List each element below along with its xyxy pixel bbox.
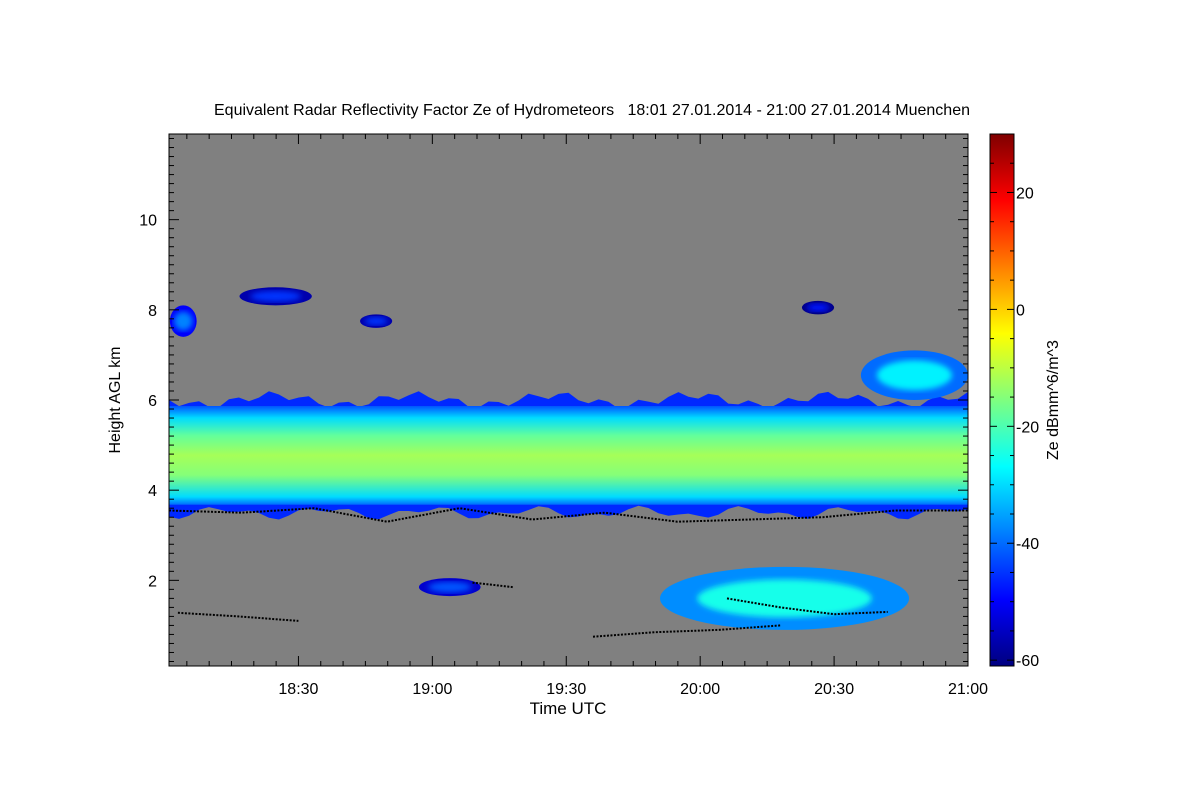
y-axis: 2 4 6 8 10 <box>139 138 968 662</box>
colorbar-label: Ze dBmm^6/m^3 <box>1045 340 1062 460</box>
cloud-base-line <box>726 597 888 616</box>
colorbar-tick-label: 20 <box>1016 185 1034 202</box>
cloud-base-line <box>177 611 299 622</box>
chart-title: Equivalent Radar Reflectivity Factor Ze … <box>214 102 970 119</box>
y-tick-label: 6 <box>148 393 157 410</box>
cloud-base-markers <box>169 507 968 638</box>
echo-patch <box>876 360 952 391</box>
cloud-base-line <box>169 507 968 523</box>
x-tick-label: 18:30 <box>278 681 318 698</box>
colorbar-tick-label: -20 <box>1016 419 1039 436</box>
x-tick-label: 19:00 <box>412 681 452 698</box>
x-axis: 18:30 19:00 19:30 20:00 20:30 21:00 <box>186 134 988 698</box>
colorbar-tick-label: -60 <box>1016 653 1039 670</box>
colorbar-tick-label: 0 <box>1016 302 1025 319</box>
echo-patch <box>806 303 830 312</box>
x-tick-label: 21:00 <box>948 681 988 698</box>
echo-patch <box>697 579 872 618</box>
colorbar: -60 -40 -20 0 20 Ze dBmm^6/m^3 <box>989 133 1062 670</box>
y-tick-label: 10 <box>139 213 157 230</box>
echo-patch <box>250 290 301 302</box>
y-tick-label: 8 <box>148 303 157 320</box>
y-tick-label: 4 <box>148 483 157 500</box>
echo-patch <box>173 311 193 331</box>
colorbar-scale <box>989 133 1015 667</box>
x-tick-label: 20:00 <box>680 681 720 698</box>
echo-patch <box>364 317 388 326</box>
y-tick-label: 2 <box>148 573 157 590</box>
y-axis-label: Height AGL km <box>107 346 124 453</box>
colorbar-tick-label: -40 <box>1016 536 1039 553</box>
x-tick-label: 20:30 <box>814 681 854 698</box>
colorbar-ticks: -60 -40 -20 0 20 <box>990 133 1039 670</box>
plot-area: 18:30 19:00 19:30 20:00 20:30 21:00 2 4 6 8 10 <box>139 133 988 698</box>
x-tick-label: 19:30 <box>546 681 586 698</box>
x-axis-label: Time UTC <box>530 699 607 718</box>
echo-patch <box>428 581 472 593</box>
echo-band <box>169 406 968 505</box>
